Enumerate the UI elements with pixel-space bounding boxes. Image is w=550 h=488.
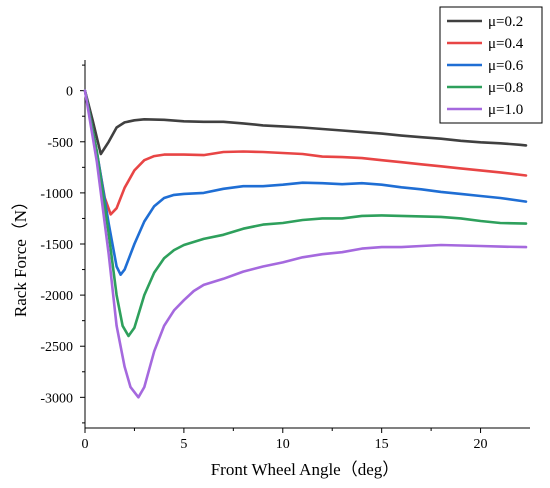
y-tick-label: -1500 xyxy=(40,238,73,253)
series-lines xyxy=(83,89,528,399)
axes: 0 5 10 15 20 0 -500 -1000 -1500 -2000 -2500 -3000 xyxy=(40,60,530,452)
y-tick-label: -2000 xyxy=(40,289,73,304)
y-tick-label: -3000 xyxy=(40,391,73,406)
legend: μ=0.2 μ=0.4 μ=0.6 μ=0.8 μ=1.0 xyxy=(439,6,543,124)
legend-label: μ=0.6 xyxy=(488,58,524,74)
y-tick-label: -1000 xyxy=(40,187,73,202)
legend-label: μ=0.8 xyxy=(488,80,523,96)
series-line-5 xyxy=(83,89,528,399)
legend-label: μ=0.2 xyxy=(488,14,523,30)
series-line-4 xyxy=(83,89,528,338)
x-axis-label: Front Wheel Angle（deg） xyxy=(211,460,400,479)
x-tick-label: 0 xyxy=(82,437,89,452)
x-tick-label: 10 xyxy=(276,437,290,452)
series-line-2 xyxy=(83,89,528,216)
series-line-3 xyxy=(83,89,528,277)
series-line-1 xyxy=(83,89,528,156)
legend-label: μ=1.0 xyxy=(488,102,523,118)
y-tick-label: 0 xyxy=(66,85,73,100)
y-tick-label: -2500 xyxy=(40,340,73,355)
x-tick-label: 5 xyxy=(180,437,187,452)
y-tick-label: -500 xyxy=(47,136,73,151)
legend-label: μ=0.4 xyxy=(488,36,524,52)
x-tick-label: 15 xyxy=(375,437,389,452)
y-axis-label: Rack Force（N） xyxy=(11,193,30,317)
x-tick-label: 20 xyxy=(474,437,488,452)
